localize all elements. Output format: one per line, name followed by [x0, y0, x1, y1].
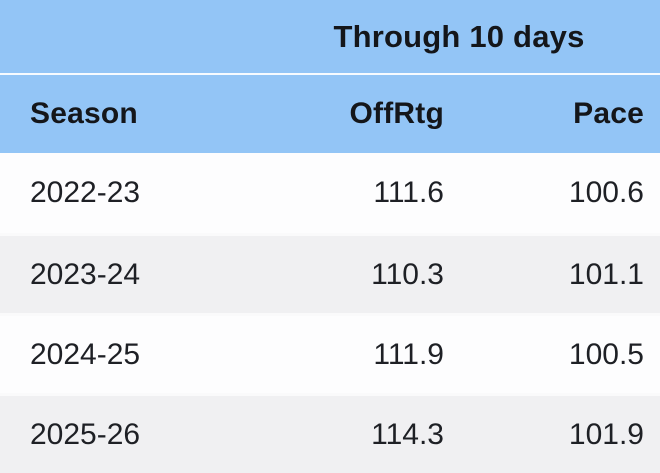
table-row: 2024-25 111.9 100.5 [0, 313, 660, 393]
offrtg-cell: 111.9 [373, 337, 444, 371]
season-cell: 2024-25 [30, 337, 141, 371]
season-cell: 2022-23 [30, 176, 141, 209]
table-title-row: Through 10 days [0, 0, 660, 75]
season-cell: 2025-26 [30, 417, 141, 451]
table-row: 2023-24 110.3 101.1 [0, 233, 660, 313]
column-header-row: Season OffRtg Pace [0, 75, 660, 153]
table-title: Through 10 days [333, 18, 585, 54]
column-header-pace: Pace [573, 97, 644, 130]
pace-cell: 100.5 [568, 337, 644, 371]
season-cell: 2023-24 [30, 257, 141, 291]
offrtg-cell: 110.3 [371, 257, 444, 291]
pace-cell: 100.6 [568, 176, 644, 209]
table-row: 2025-26 114.3 101.9 [0, 393, 660, 473]
pace-cell: 101.9 [568, 417, 644, 451]
column-header-season: Season [30, 97, 138, 130]
table-row: 2022-23 111.6 100.6 [0, 153, 660, 233]
offrtg-cell: 114.3 [371, 417, 444, 451]
offrtg-cell: 111.6 [373, 176, 444, 209]
pace-cell: 101.1 [568, 257, 644, 291]
column-header-offrtg: OffRtg [349, 97, 444, 130]
title-spacer [0, 0, 244, 73]
